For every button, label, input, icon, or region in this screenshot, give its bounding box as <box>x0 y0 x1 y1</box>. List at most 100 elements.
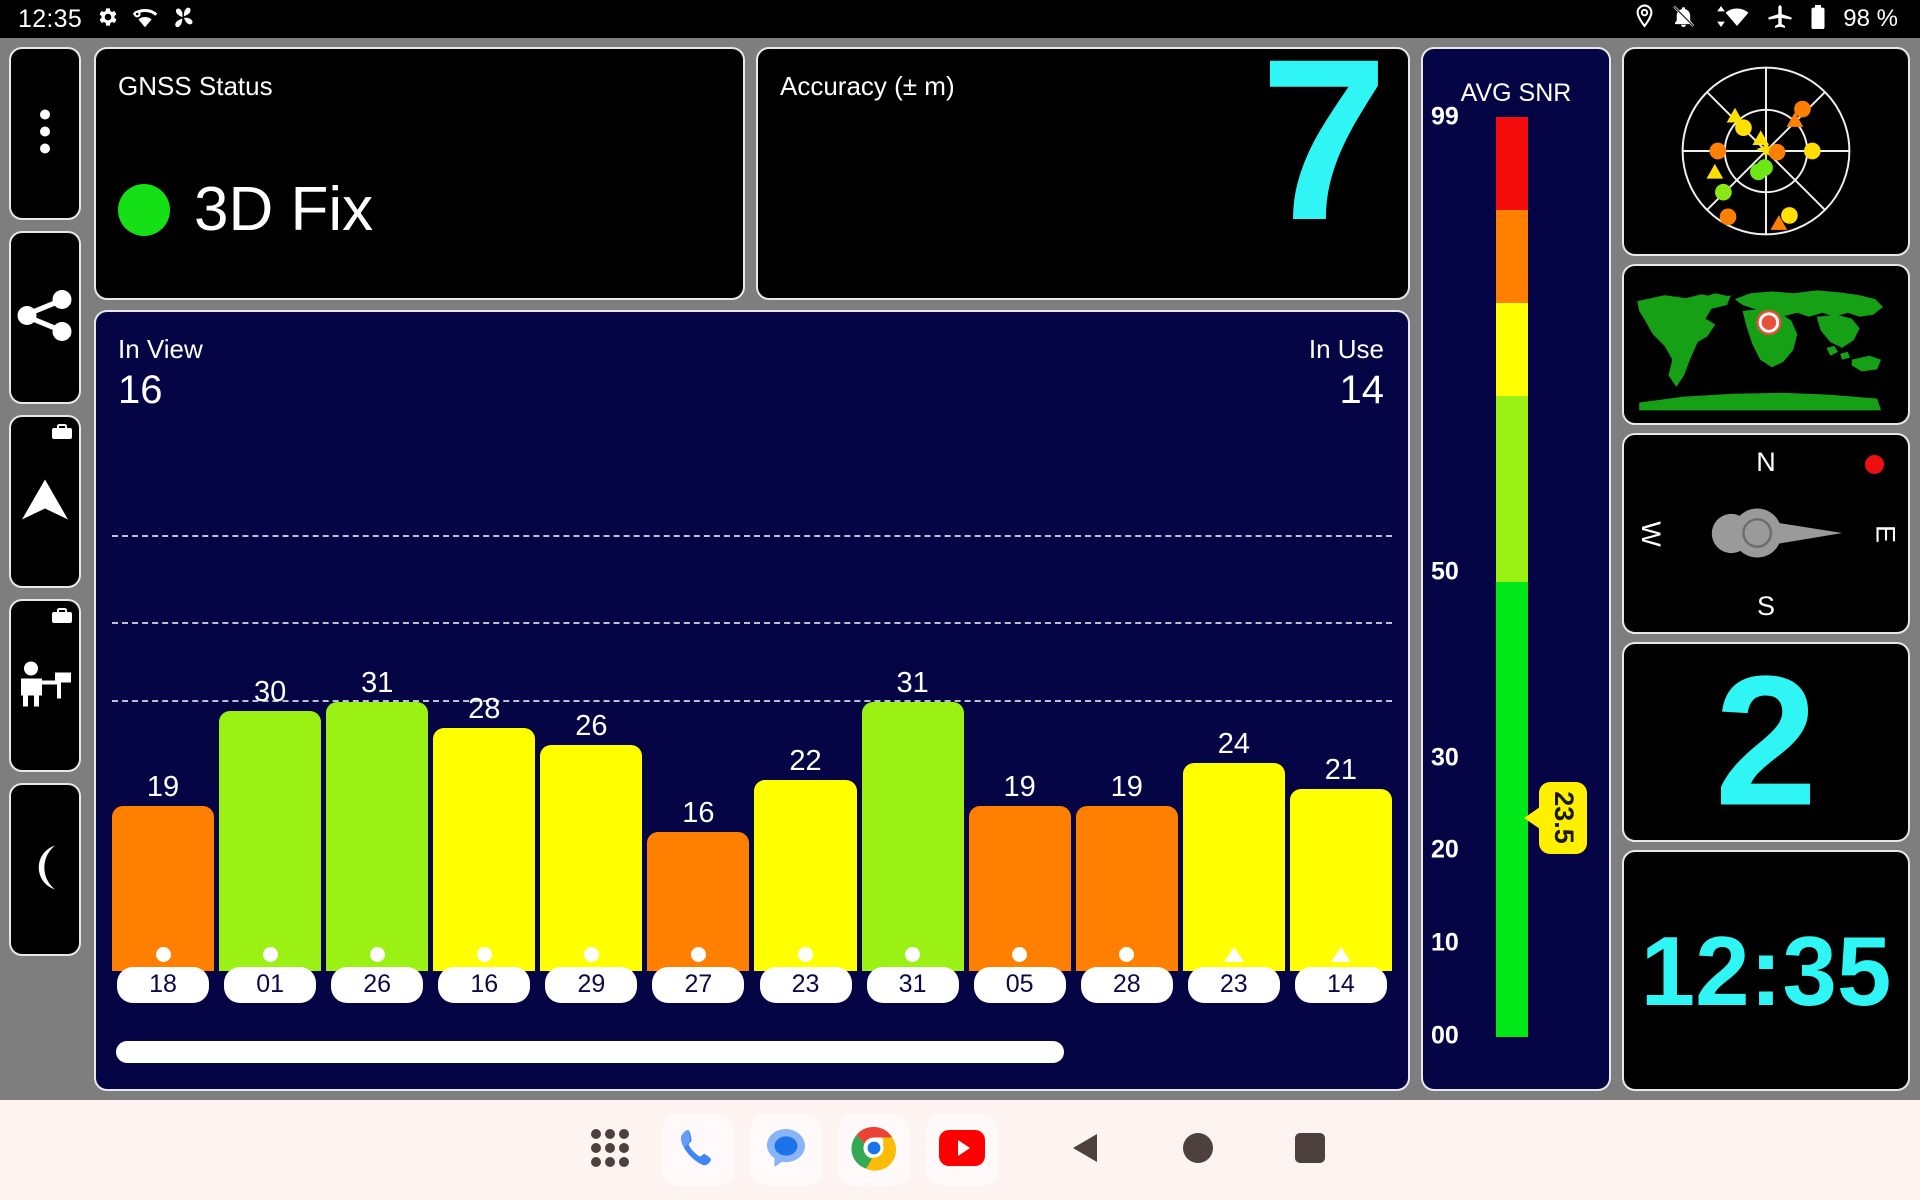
sidebar-item-share[interactable] <box>9 231 81 404</box>
chart-plot-area: 19 30 31 28 26 16 22 31 19 19 24 21 <box>112 450 1392 971</box>
gnss-status-card[interactable]: GNSS Status 3D Fix <box>94 47 745 300</box>
satellite-id-pill[interactable]: 05 <box>973 967 1066 1003</box>
sky-plot-satellite-triangle-icon <box>1706 163 1724 179</box>
chart-bar[interactable] <box>1182 762 1285 971</box>
sky-plot-card[interactable] <box>1622 47 1910 256</box>
satellite-id-pill[interactable]: 14 <box>1294 967 1387 1003</box>
chrome-icon <box>850 1124 898 1177</box>
chart-bar[interactable] <box>219 710 322 971</box>
chart-bar-column[interactable]: 28 <box>433 450 536 971</box>
chart-bar-value-label: 26 <box>575 710 608 743</box>
chart-bar[interactable] <box>326 701 429 971</box>
chart-bar[interactable] <box>433 727 536 971</box>
chart-bar-column[interactable]: 31 <box>326 450 429 971</box>
compass-needle-icon <box>1711 508 1843 558</box>
world-map-card[interactable] <box>1622 264 1910 425</box>
satellite-id-pill[interactable]: 18 <box>117 967 210 1003</box>
chart-bars: 19 30 31 28 26 16 22 31 19 19 24 21 <box>112 450 1392 971</box>
chart-bar-column[interactable]: 19 <box>968 450 1071 971</box>
sky-plot-satellite-dot-icon <box>1803 142 1821 160</box>
taskbar-item-recents[interactable] <box>1266 1106 1354 1194</box>
chart-bar-column[interactable]: 30 <box>219 450 322 971</box>
satellite-id-pill[interactable]: 01 <box>224 967 317 1003</box>
satellite-id-pill[interactable]: 28 <box>1080 967 1173 1003</box>
phone-app-tile[interactable] <box>662 1114 734 1186</box>
satellite-id-pill[interactable]: 27 <box>652 967 745 1003</box>
chart-scrollbar[interactable] <box>116 1041 1384 1063</box>
wifi-icon <box>1713 5 1750 33</box>
navigation-arrow-icon <box>19 477 71 526</box>
chart-bar-column[interactable]: 19 <box>1075 450 1178 971</box>
chart-axis-item[interactable]: 16 <box>433 947 535 1011</box>
app-frame: GNSS Status 3D Fix Accuracy (± m) 7 In V… <box>0 38 1920 1100</box>
satellite-id-pill[interactable]: 23 <box>1187 967 1280 1003</box>
chart-bar-value-label: 31 <box>361 666 394 699</box>
taskbar-item-messages[interactable] <box>742 1106 830 1194</box>
satellite-id-pill[interactable]: 23 <box>759 967 852 1003</box>
chart-bar-value-label: 19 <box>1003 771 1036 804</box>
taskbar-item-home[interactable] <box>1154 1106 1242 1194</box>
accuracy-card[interactable]: Accuracy (± m) 7 <box>756 47 1410 300</box>
chart-axis-item[interactable]: 28 <box>1076 947 1178 1011</box>
chart-bar-column[interactable]: 26 <box>540 450 643 971</box>
sidebar-item-overflow-menu[interactable] <box>9 47 81 220</box>
chart-bar-column[interactable]: 31 <box>861 450 964 971</box>
taskbar-item-phone[interactable] <box>654 1106 742 1194</box>
chart-axis-item[interactable]: 27 <box>647 947 749 1011</box>
messages-app-tile[interactable] <box>750 1114 822 1186</box>
chart-bar[interactable] <box>1289 788 1392 971</box>
in-use-value: 14 <box>1339 368 1385 412</box>
chart-bar[interactable] <box>112 806 215 971</box>
sidebar-item-navigation[interactable] <box>9 415 81 588</box>
chart-bar[interactable] <box>1075 806 1178 971</box>
satellite-id-pill[interactable]: 29 <box>545 967 638 1003</box>
recents-square-icon <box>1294 1132 1326 1169</box>
chart-axis-item[interactable]: 14 <box>1290 947 1392 1011</box>
compass-card[interactable]: N S W E <box>1622 433 1910 634</box>
avg-snr-band <box>1496 581 1528 1037</box>
avg-snr-card[interactable]: AVG SNR 99 50 30 20 10 00 23.5 <box>1421 47 1611 1091</box>
chart-axis-item[interactable]: 05 <box>969 947 1071 1011</box>
gear-icon <box>95 5 119 34</box>
chart-bar-column[interactable]: 21 <box>1289 450 1392 971</box>
youtube-app-tile[interactable] <box>926 1114 998 1186</box>
chart-bar-column[interactable]: 19 <box>112 450 215 971</box>
satellite-id-pill[interactable]: 31 <box>866 967 959 1003</box>
chart-axis-item[interactable]: 18 <box>112 947 214 1011</box>
chart-bar-column[interactable]: 16 <box>647 450 750 971</box>
taskbar-item-chrome[interactable] <box>830 1106 918 1194</box>
clock-card[interactable]: 12:35 <box>1622 850 1910 1091</box>
chart-axis-item[interactable]: 23 <box>754 947 856 1011</box>
chart-scrollbar-thumb[interactable] <box>116 1041 1064 1063</box>
taskbar-item-app-drawer[interactable] <box>566 1106 654 1194</box>
world-map-svg <box>1637 290 1884 411</box>
satellite-signal-chart-card[interactable]: In View 16 In Use 14 19 30 31 28 26 16 22 31 19 1… <box>94 310 1410 1091</box>
chart-bar[interactable] <box>861 701 964 971</box>
taskbar-item-youtube[interactable] <box>918 1106 1006 1194</box>
chart-axis-item[interactable]: 31 <box>862 947 964 1011</box>
chart-axis-item[interactable]: 01 <box>219 947 321 1011</box>
sidebar-item-surveyor[interactable] <box>9 599 81 772</box>
chart-axis-item[interactable]: 29 <box>540 947 642 1011</box>
avg-snr-tick-label: 20 <box>1431 835 1459 864</box>
sidebar-item-night-mode[interactable] <box>9 783 81 956</box>
chart-axis-item[interactable]: 23 <box>1183 947 1285 1011</box>
satellite-id-pill[interactable]: 16 <box>438 967 531 1003</box>
sky-plot-satellite-dot-icon <box>1735 119 1752 137</box>
chart-bar[interactable] <box>540 745 643 971</box>
chart-bar[interactable] <box>754 779 857 971</box>
taskbar-item-back[interactable] <box>1042 1106 1130 1194</box>
chart-bar-column[interactable]: 22 <box>754 450 857 971</box>
status-bar-clock: 12:35 <box>18 4 83 33</box>
world-map-landmass <box>1637 290 1884 411</box>
satellite-id-pill[interactable]: 26 <box>331 967 424 1003</box>
satellites-used-card[interactable]: 2 <box>1622 642 1910 842</box>
three-dots-vertical-icon <box>39 108 51 159</box>
chrome-app-tile[interactable] <box>838 1114 910 1186</box>
chart-axis-item[interactable]: 26 <box>326 947 428 1011</box>
sky-plot-satellite-dot-icon <box>1794 100 1811 118</box>
chart-bar-column[interactable]: 24 <box>1182 450 1285 971</box>
chart-bar[interactable] <box>968 806 1071 971</box>
notifications-muted-icon <box>1671 4 1696 34</box>
sky-plot-satellite-dot-icon <box>1715 183 1732 201</box>
